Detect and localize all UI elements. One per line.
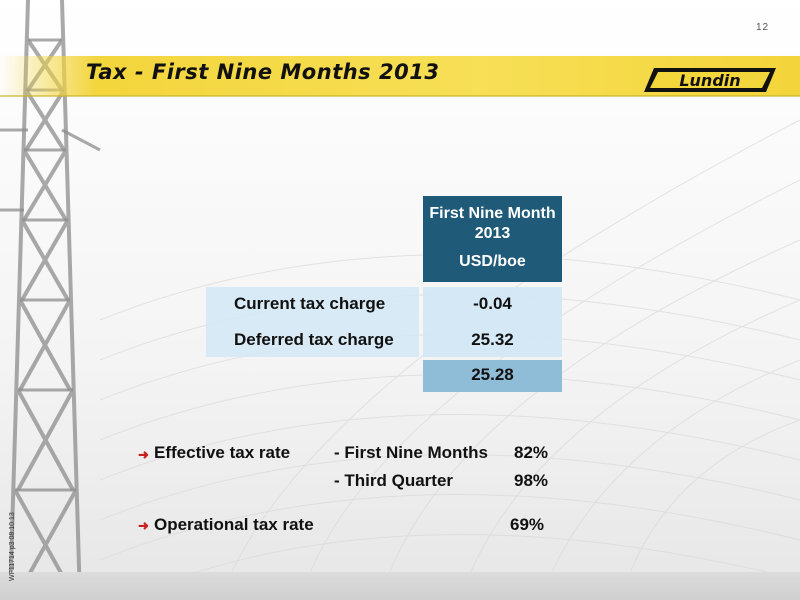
document-code: WF11714 p3 08.10.13 xyxy=(9,512,16,581)
slide-title: Tax - First Nine Months 2013 xyxy=(86,60,440,84)
arrow-right-icon: ➜ xyxy=(138,518,149,533)
effective-period-first-nine-months: - First Nine Months xyxy=(334,443,488,462)
row-label-background xyxy=(206,287,419,357)
effective-value-first-nine-months: 82% xyxy=(514,443,549,462)
svg-text:Lundin: Lundin xyxy=(679,71,740,90)
lundin-logo: Lundin xyxy=(644,66,776,94)
effective-tax-rate-label: Effective tax rate xyxy=(154,443,291,462)
header-line-3: USD/boe xyxy=(459,253,526,270)
arrow-right-icon: ➜ xyxy=(138,447,149,462)
row-value-deferred-tax: 25.32 xyxy=(471,330,514,349)
operational-tax-rate-value: 69% xyxy=(510,515,545,534)
bottom-band xyxy=(0,572,800,600)
title-underline xyxy=(0,95,800,97)
row-value-current-tax: -0.04 xyxy=(473,294,512,313)
header-line-2: 2013 xyxy=(474,225,511,242)
row-label-current-tax: Current tax charge xyxy=(234,294,386,313)
total-value: 25.28 xyxy=(471,365,514,384)
row-label-deferred-tax: Deferred tax charge xyxy=(234,330,394,349)
row-value-background xyxy=(423,287,562,357)
effective-value-third-quarter: 98% xyxy=(514,471,549,490)
table-column-header: First Nine Month 2013 USD/boe xyxy=(423,196,562,282)
operational-tax-rate-label: Operational tax rate xyxy=(154,515,314,534)
header-line-1: First Nine Month xyxy=(429,205,556,222)
page-number: 12 xyxy=(756,22,770,33)
effective-period-third-quarter: - Third Quarter xyxy=(334,471,454,490)
total-background xyxy=(423,360,562,392)
